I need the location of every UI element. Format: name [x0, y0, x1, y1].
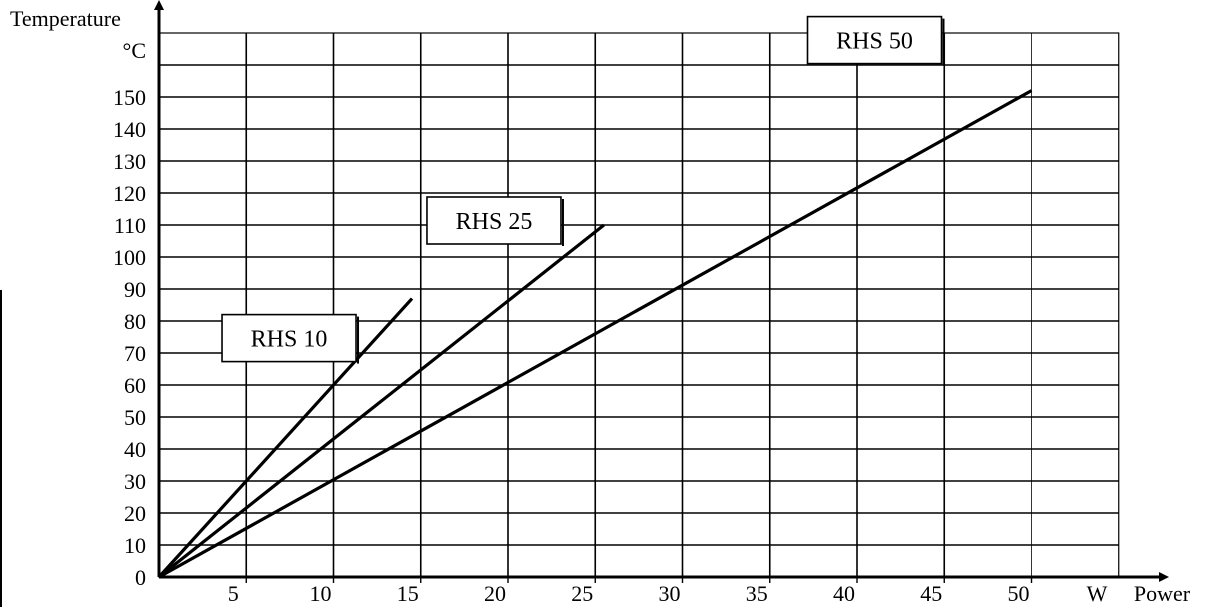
y-tick-label: 80: [124, 309, 146, 334]
x-tick-label: 5: [228, 581, 239, 606]
y-tick-label: 10: [124, 533, 146, 558]
series-line-rhs-10: [157, 297, 414, 579]
y-axis-unit: °C: [123, 38, 146, 63]
x-tick-label: 45: [920, 581, 942, 606]
x-tick-label: 35: [746, 581, 768, 606]
y-tick-label: 120: [113, 181, 146, 206]
y-tick-label: 30: [124, 469, 146, 494]
y-tick-label: 140: [113, 117, 146, 142]
tick-labels: 0 10 20 30 40 50 60 70 80 90 100 110 120 130 140 150 5 10…: [113, 85, 1030, 606]
axis-titles: Temperature°C W Power: [10, 6, 1191, 606]
series-label-text: RHS 50: [836, 29, 913, 55]
y-tick-label: 130: [113, 149, 146, 174]
x-tick-label: 40: [833, 581, 855, 606]
series-labels: RHS 10 RHS 25 RHS 50: [221, 15, 945, 364]
series-label-box: [426, 196, 562, 245]
x-tick-label: 20: [484, 581, 506, 606]
y-axis-title: Temperature: [10, 6, 121, 31]
x-tick-label: 50: [1008, 581, 1030, 606]
x-axis-unit: W: [1087, 581, 1108, 606]
x-tick-label: 30: [659, 581, 681, 606]
series-line-rhs-25: [158, 223, 605, 579]
left-edge-rule: [0, 290, 2, 607]
y-tick-label: 20: [124, 501, 146, 526]
series-label-box: [221, 313, 357, 363]
series-lines: [157, 89, 1033, 579]
axes: [154, 0, 1169, 583]
x-axis-title: Power: [1134, 581, 1191, 606]
series-line-rhs-50: [158, 89, 1033, 579]
y-tick-label: 70: [124, 341, 146, 366]
series-label-text: RHS 10: [251, 327, 328, 353]
y-tick-label: 60: [124, 373, 146, 398]
x-tick-label: 10: [310, 581, 332, 606]
series-label-rhs-50: RHS 50: [806, 15, 945, 66]
x-tick-label: 25: [571, 581, 593, 606]
y-tick-label: 100: [113, 245, 146, 270]
y-tick-label: 0: [135, 565, 146, 590]
x-tick-label: 15: [397, 581, 419, 606]
y-tick-label: 90: [124, 277, 146, 302]
y-tick-label: 50: [124, 405, 146, 430]
series-label-rhs-10: RHS 10: [221, 313, 360, 364]
series-label-box: [806, 15, 943, 65]
y-tick-label: 150: [113, 85, 146, 110]
grid: [158, 32, 1120, 578]
series-label-rhs-25: RHS 25: [426, 196, 564, 246]
series-label-text: RHS 25: [456, 209, 533, 235]
y-tick-label: 110: [114, 213, 146, 238]
y-tick-label: 40: [124, 437, 146, 462]
